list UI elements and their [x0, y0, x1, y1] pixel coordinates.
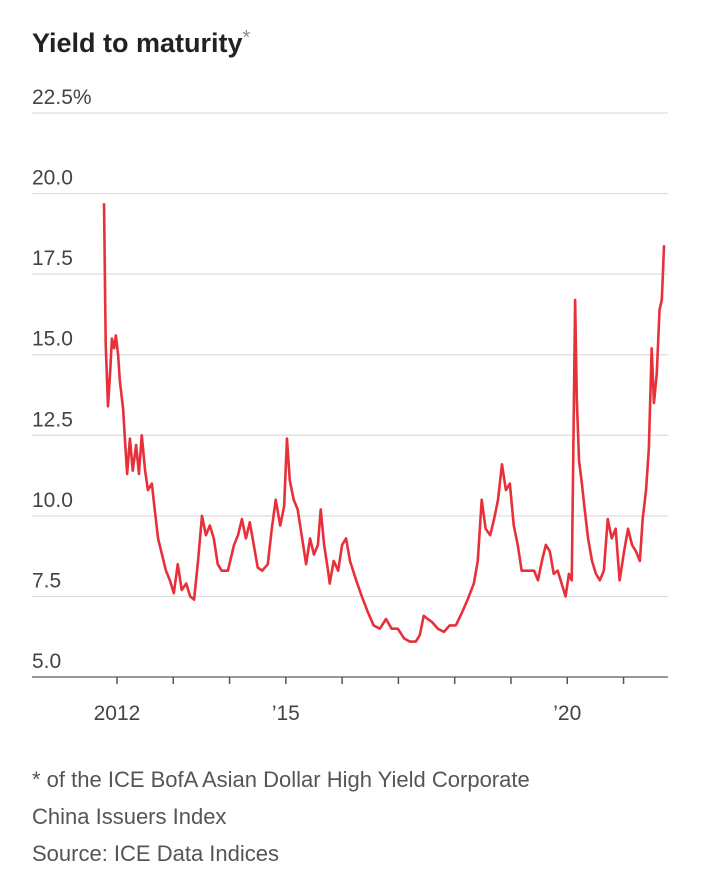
chart-title: Yield to maturity*: [32, 27, 251, 58]
title-text: Yield to maturity: [32, 28, 243, 58]
y-tick-label: 20.0: [32, 167, 73, 190]
y-tick-label: 15.0: [32, 328, 73, 351]
line: [102, 203, 666, 643]
x-tick-label: ’15: [272, 702, 300, 725]
title-marker: *: [243, 27, 251, 49]
plot: 5.0 7.5 10.0 12.5 15.0 17.5 20.0 22.5% 2012 ’15 ’2…: [32, 86, 668, 725]
x-tick-label: ’20: [553, 702, 581, 725]
source: Source: ICE Data Indices: [32, 841, 279, 866]
y-tick-label: 22.5%: [32, 86, 92, 109]
y-tick-label: 10.0: [32, 489, 73, 512]
note-line: * of the ICE BofA Asian Dollar High Yiel…: [32, 767, 530, 792]
note-line: China Issuers Index: [32, 804, 226, 829]
y-tick-label: 12.5: [32, 408, 73, 431]
y-tick-label: 5.0: [32, 650, 61, 673]
y-tick-label: 7.5: [32, 569, 61, 592]
x-tick-label: 2012: [94, 702, 141, 725]
y-tick-label: 17.5: [32, 247, 73, 270]
